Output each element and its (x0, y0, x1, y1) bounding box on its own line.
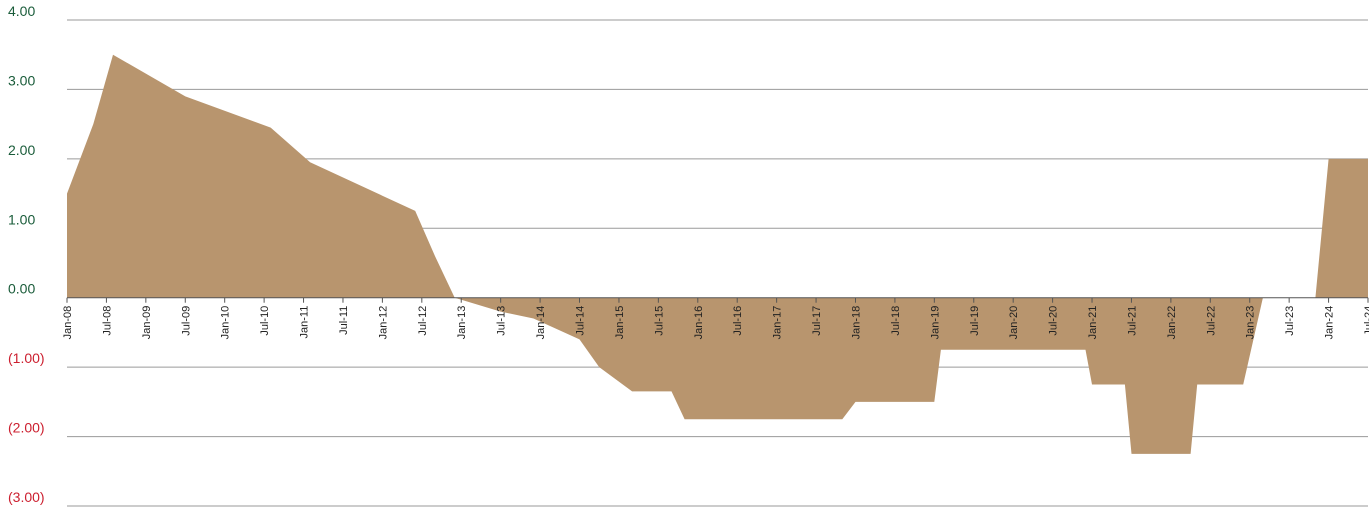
y-tick-label: 3.00 (8, 72, 35, 88)
area-series (67, 54, 1368, 454)
y-tick-label: 0.00 (8, 281, 35, 297)
area-fill (67, 54, 1368, 454)
x-tick-label: Jan-10 (220, 306, 232, 340)
x-tick-label: Jan-16 (693, 306, 705, 340)
x-tick-label: Jul-12 (417, 306, 429, 336)
x-tick-label: Jul-18 (890, 306, 902, 336)
x-tick-label: Jan-20 (1008, 306, 1020, 340)
x-tick-label: Jan-21 (1087, 306, 1099, 340)
y-tick-label: (3.00) (8, 489, 45, 505)
x-tick-label: Jul-21 (1127, 306, 1139, 336)
x-tick-label: Jul-24 (1363, 306, 1369, 336)
y-tick-label: (2.00) (8, 420, 45, 436)
x-tick-label: Jul-13 (496, 306, 508, 336)
x-tick-label: Jan-15 (614, 306, 626, 340)
x-tick-label: Jul-23 (1284, 306, 1296, 336)
x-tick-label: Jul-15 (653, 306, 665, 336)
x-tick-label: Jan-12 (377, 306, 389, 340)
x-tick-label: Jan-23 (1245, 306, 1257, 340)
x-axis (66, 297, 1369, 303)
y-axis-labels: 4.00 3.00 2.00 1.00 0.00 (1.00) (2.00) (3.00) (8, 3, 45, 505)
x-tick-label: Jan-11 (299, 306, 311, 339)
x-tick-label: Jan-18 (851, 306, 863, 340)
y-tick-label: 1.00 (8, 211, 35, 227)
x-tick-label: Jan-09 (141, 306, 153, 340)
x-tick-label: Jul-10 (259, 306, 271, 336)
y-tick-label: 2.00 (8, 142, 35, 158)
x-axis-labels: Jan-08 Jul-08 Jan-09 Jul-09 Jan-10 Jul-10 Jan-… (62, 306, 1369, 340)
x-tick-label: Jan-13 (456, 306, 468, 340)
y-tick-label: (1.00) (8, 350, 45, 366)
x-tick-label: Jul-17 (811, 306, 823, 336)
x-tick-label: Jan-24 (1324, 306, 1336, 340)
x-tick-label: Jan-19 (929, 306, 941, 340)
x-tick-label: Jan-17 (772, 306, 784, 340)
x-tick-label: Jan-22 (1166, 306, 1178, 340)
x-tick-label: Jul-19 (969, 306, 981, 336)
x-tick-label: Jan-14 (535, 306, 547, 340)
x-tick-label: Jul-11 (338, 306, 350, 335)
x-tick-label: Jul-14 (575, 306, 587, 336)
y-tick-label: 4.00 (8, 3, 35, 19)
x-tick-label: Jul-09 (180, 306, 192, 336)
x-tick-label: Jul-08 (101, 306, 113, 336)
x-tick-label: Jan-08 (62, 306, 74, 340)
x-tick-label: Jul-22 (1205, 306, 1217, 336)
x-tick-label: Jul-16 (732, 306, 744, 336)
x-tick-label: Jul-20 (1048, 306, 1060, 336)
